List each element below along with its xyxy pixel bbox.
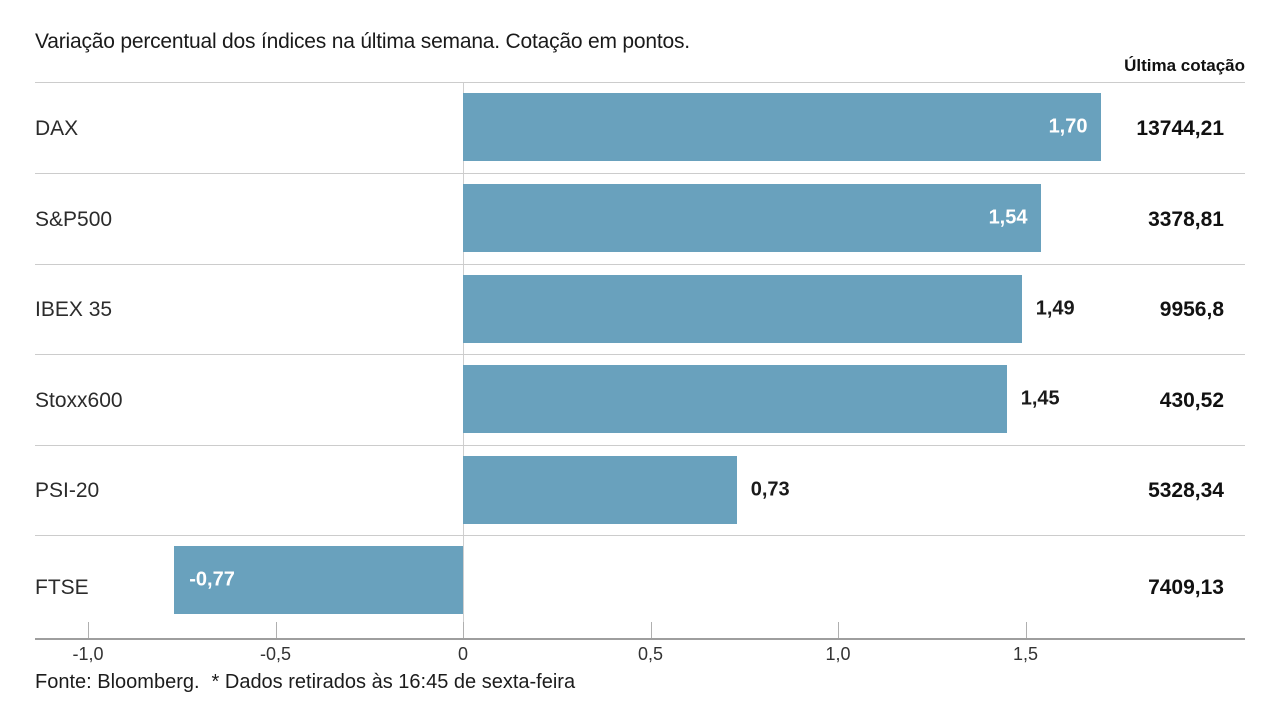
variation-bar <box>174 546 463 614</box>
variation-value-label: 1,70 <box>1048 115 1088 138</box>
variation-bar <box>463 93 1101 161</box>
index-name-label: FTSE <box>35 575 89 599</box>
variation-value-label: 1,45 <box>1020 387 1060 410</box>
zero-gridline <box>463 82 464 638</box>
last-quote-column-header: Última cotação <box>1124 56 1245 75</box>
x-axis-tick-label: -0,5 <box>259 644 292 664</box>
variation-bar <box>463 275 1022 343</box>
index-row: PSI-20 0,73 5328,34 <box>35 445 1245 536</box>
variation-value-label: 0,73 <box>750 478 790 501</box>
source-text: Fonte: Bloomberg. <box>35 671 200 693</box>
chart-title: Variação percentual dos índices na últim… <box>35 30 690 53</box>
x-axis-tick-label: 1,5 <box>1012 644 1039 664</box>
x-axis-tick-label: 1,0 <box>825 644 851 664</box>
x-axis-tick-label: -1,0 <box>72 644 104 664</box>
index-name-label: S&P500 <box>35 207 113 231</box>
index-name-label: DAX <box>35 116 79 140</box>
variation-bar <box>463 365 1007 433</box>
variation-value-label: 1,49 <box>1035 297 1075 320</box>
variation-value-label: 1,54 <box>988 206 1028 229</box>
x-axis-tick <box>650 622 652 638</box>
note-text: * Dados retirados às 16:45 de sexta-feir… <box>211 671 576 693</box>
last-quote-value: 9956,8 <box>1159 298 1224 321</box>
x-axis-tick <box>1025 622 1027 638</box>
index-name-label: PSI-20 <box>35 479 100 502</box>
x-axis-tick-label: 0,5 <box>637 644 664 664</box>
last-quote-value: 3378,81 <box>1148 207 1224 231</box>
index-row: DAX 1,70 13744,21 <box>35 82 1245 174</box>
last-quote-value: 5328,34 <box>1148 479 1224 502</box>
last-quote-value: 430,52 <box>1159 388 1224 412</box>
x-axis-tick <box>275 622 277 638</box>
index-row: S&P500 1,54 3378,81 <box>35 173 1245 265</box>
source-note: Fonte: Bloomberg. * Dados retirados às 16… <box>35 671 575 694</box>
x-axis-line <box>35 638 1245 640</box>
index-name-label: IBEX 35 <box>35 298 113 321</box>
variation-bar <box>463 184 1041 252</box>
index-row: IBEX 35 1,49 9956,8 <box>35 264 1245 355</box>
x-axis-tick-label: 0 <box>457 644 469 664</box>
x-axis-tick <box>88 622 89 638</box>
last-quote-value: 7409,13 <box>1148 575 1224 599</box>
index-name-label: Stoxx600 <box>35 388 123 412</box>
x-axis-tick <box>463 622 464 638</box>
x-axis-tick <box>838 622 839 638</box>
index-row: Stoxx600 1,45 430,52 <box>35 354 1245 446</box>
index-row: FTSE -0,77 7409,13 <box>35 535 1245 639</box>
variation-bar <box>463 456 737 524</box>
last-quote-value: 13744,21 <box>1136 116 1224 140</box>
variation-value-label: -0,77 <box>189 568 235 591</box>
